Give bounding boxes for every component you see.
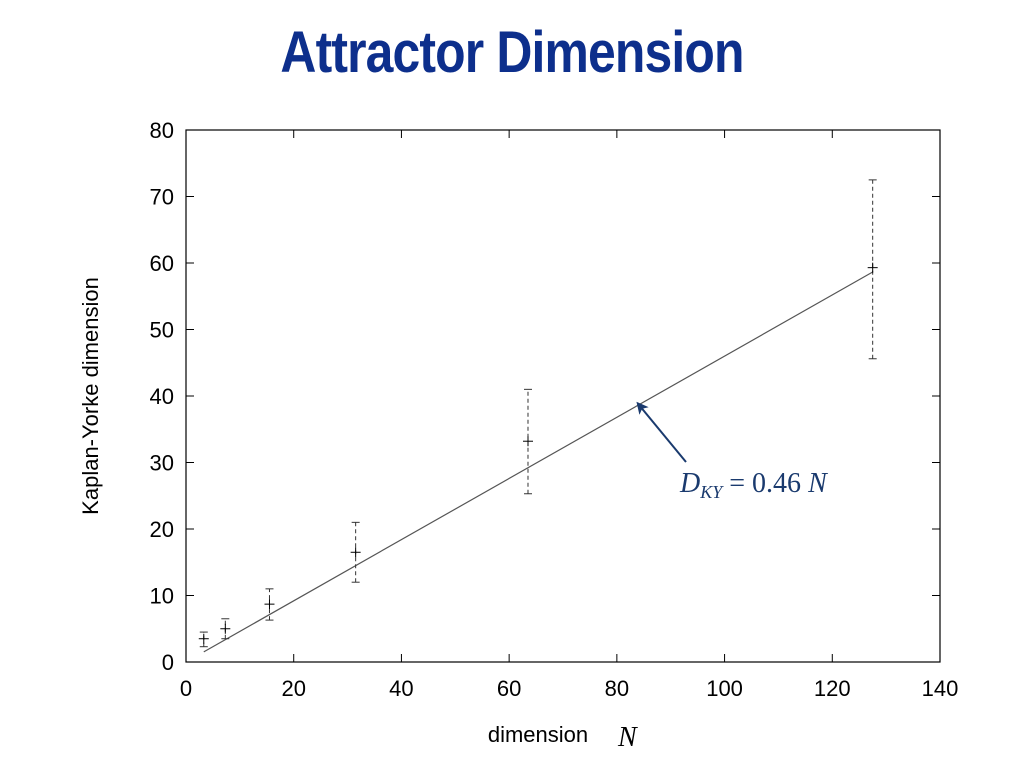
data-point [264, 588, 275, 621]
annotation-symbol: D [679, 468, 700, 499]
x-tick-label: 80 [605, 676, 629, 701]
x-tick-label: 0 [180, 676, 192, 701]
fit-line [203, 271, 873, 653]
x-axis-label: dimension N [488, 722, 638, 753]
y-axis-label: Kaplan-Yorke dimension [78, 277, 103, 515]
x-axis-label-text: dimension [488, 722, 588, 747]
x-tick-label: 60 [497, 676, 521, 701]
y-tick-label: 60 [150, 251, 174, 276]
x-tick-label: 120 [814, 676, 851, 701]
data-point [220, 618, 231, 640]
y-tick-label: 80 [150, 118, 174, 143]
y-tick-label: 0 [162, 650, 174, 675]
x-tick-label: 140 [922, 676, 959, 701]
data-point [522, 388, 533, 495]
axis-ticks [185, 129, 941, 663]
data-point [350, 521, 361, 583]
x-axis-label-var: N [617, 722, 638, 753]
fit-line-group [203, 271, 873, 653]
y-tick-label: 50 [150, 318, 174, 343]
data-points [198, 179, 878, 648]
annotation-equation: = 0.46 [722, 468, 808, 499]
data-point [867, 179, 878, 360]
tick-labels: 0 20 40 60 80 100 120 140 0 10 20 30 40 50 60 70 80 [150, 118, 959, 701]
y-tick-label: 10 [150, 584, 174, 609]
slide-title: Attractor Dimension [280, 20, 744, 85]
y-tick-label: 40 [150, 384, 174, 409]
y-tick-label: 20 [150, 517, 174, 542]
x-tick-label: 20 [281, 676, 305, 701]
data-point [198, 631, 209, 648]
annotation-var: N [807, 468, 828, 499]
annotation-subscript: KY [699, 482, 724, 502]
plot-frame [185, 129, 941, 663]
x-tick-label: 40 [389, 676, 413, 701]
annotation-arrow [636, 401, 687, 463]
y-tick-label: 30 [150, 451, 174, 476]
fit-annotation: DKY = 0.46 N [679, 468, 828, 502]
x-tick-label: 100 [706, 676, 743, 701]
y-tick-label: 70 [150, 185, 174, 210]
